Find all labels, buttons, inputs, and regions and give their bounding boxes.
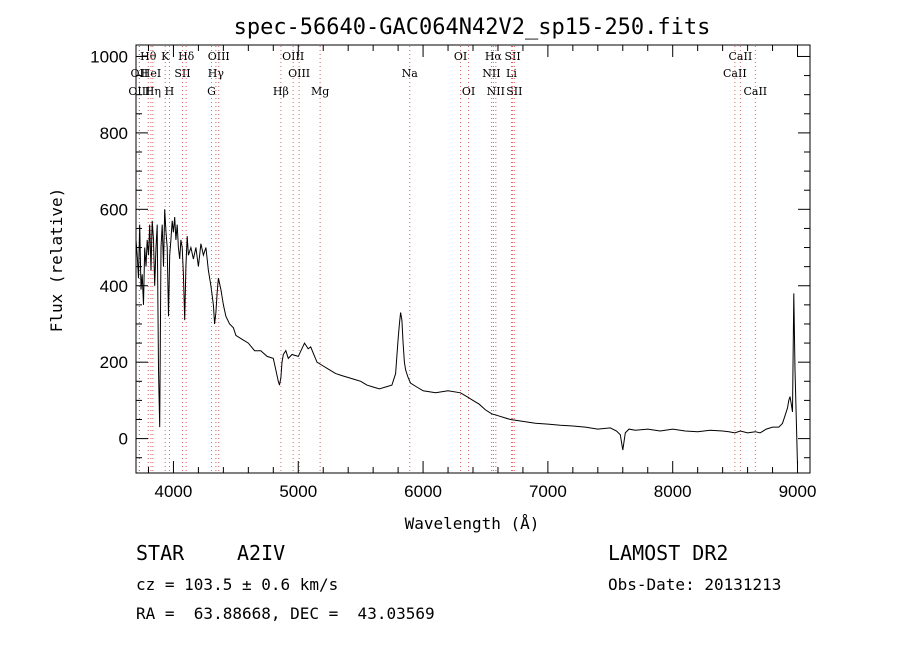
x-tick-label: 9000 <box>779 482 817 501</box>
spectral-line-label: Hθ <box>140 50 157 63</box>
spectral-line-label: Hγ <box>208 67 225 80</box>
spectral-line-label: G <box>207 85 216 98</box>
x-tick-label: 8000 <box>654 482 692 501</box>
chart-title: spec-56640-GAC064N42V2_sp15-250.fits <box>234 15 711 40</box>
object-class: STAR <box>136 541 185 565</box>
spectral-line-label: Mg <box>311 85 329 98</box>
spectral-line-label: OIII <box>208 50 230 63</box>
spectral-line-label: OIII <box>288 67 310 80</box>
x-tick-label: 7000 <box>529 482 567 501</box>
spectral-line-label: OII <box>131 67 149 80</box>
spectral-line-label: SII <box>504 50 520 63</box>
spectral-line-label: Hα <box>485 50 503 63</box>
x-tick-label: 5000 <box>279 482 317 501</box>
y-tick-label: 0 <box>119 430 128 449</box>
axis-ticks: 4000 5000 6000 7000 8000 9000 0 200 400 600 800 100… <box>90 45 816 501</box>
x-tick-label: 6000 <box>404 482 442 501</box>
spectral-line-label: NII <box>482 67 500 80</box>
spectral-line-label: CaII <box>723 67 747 80</box>
survey-name: LAMOST DR2 <box>608 541 729 565</box>
spectral-line-label: OIII <box>128 85 150 98</box>
y-tick-label: 400 <box>100 277 128 296</box>
spectral-line-label: SII <box>506 85 522 98</box>
y-tick-label: 200 <box>100 353 128 372</box>
spectral-line-label: K <box>161 50 170 63</box>
spectral-line-label: HeI <box>141 67 161 80</box>
y-tick-label: 800 <box>100 124 128 143</box>
spectral-line-label: Hδ <box>178 50 195 63</box>
spectral-line-label: Hη <box>145 85 161 98</box>
y-tick-label: 600 <box>100 200 128 219</box>
spectral-line-label: Hβ <box>273 85 289 98</box>
y-axis-label: Flux (relative) <box>47 188 66 333</box>
spectral-line-label: Li <box>506 67 517 80</box>
y-tick-label: 1000 <box>90 47 128 66</box>
spectrum-series-line <box>135 209 798 466</box>
spectral-line-label: Na <box>402 67 419 80</box>
spectral-line-label: CaII <box>743 85 767 98</box>
spectral-line-label: NII <box>487 85 505 98</box>
plot-frame <box>135 44 811 474</box>
spectral-line-label: OI <box>454 50 467 63</box>
object-subclass: A2IV <box>237 541 286 565</box>
x-axis-label: Wavelength (Å) <box>405 514 540 533</box>
coordinates: RA = 63.88668, DEC = 43.03569 <box>136 604 435 623</box>
spectral-line-label: OI <box>462 85 475 98</box>
spectral-line-label: OIII <box>282 50 304 63</box>
spectral-line-label: CaII <box>729 50 753 63</box>
redshift-cz: cz = 103.5 ± 0.6 km/s <box>136 575 339 594</box>
x-tick-label: 4000 <box>155 482 193 501</box>
spectral-line-label: SII <box>174 67 190 80</box>
observation-date: Obs-Date: 20131213 <box>608 575 782 594</box>
spectral-line-label: H <box>165 85 175 98</box>
